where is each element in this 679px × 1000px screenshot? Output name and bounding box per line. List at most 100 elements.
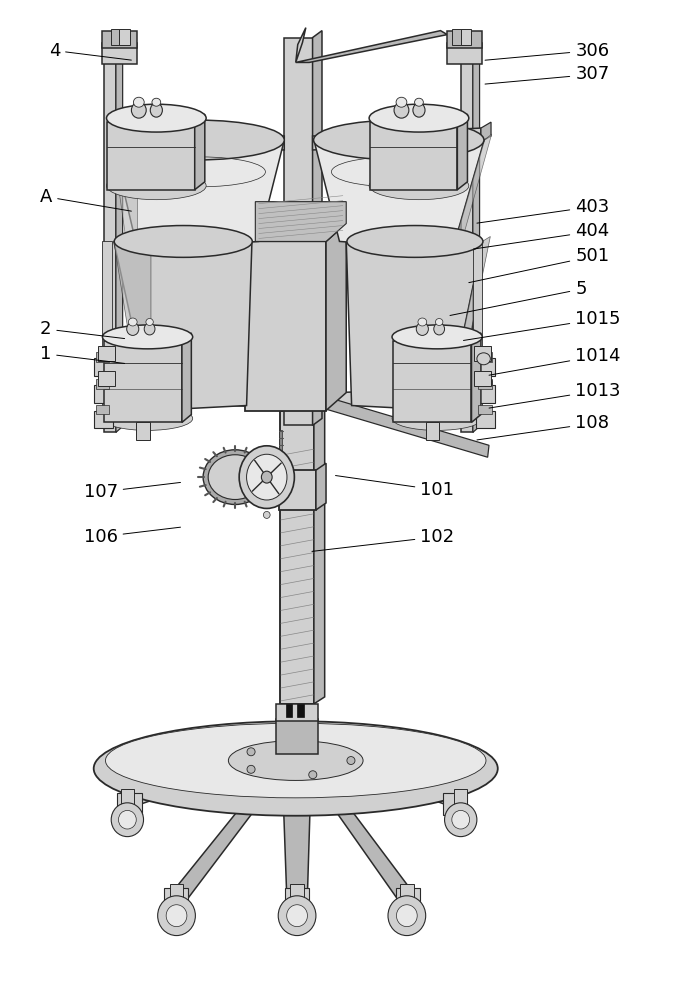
Polygon shape — [400, 884, 414, 906]
Polygon shape — [447, 31, 482, 48]
Ellipse shape — [112, 120, 285, 160]
Bar — [285, 888, 309, 910]
Bar — [94, 411, 113, 428]
Ellipse shape — [415, 98, 423, 106]
Polygon shape — [454, 789, 467, 811]
Bar — [478, 352, 492, 362]
Polygon shape — [471, 333, 481, 422]
Polygon shape — [116, 47, 123, 432]
Polygon shape — [309, 773, 417, 903]
Polygon shape — [112, 140, 137, 249]
Text: 106: 106 — [84, 527, 181, 546]
Bar — [96, 352, 109, 362]
Polygon shape — [114, 241, 252, 410]
Text: 2: 2 — [40, 320, 125, 339]
Polygon shape — [297, 704, 304, 717]
Polygon shape — [481, 122, 491, 142]
Polygon shape — [426, 422, 439, 440]
Polygon shape — [280, 410, 314, 704]
Bar — [94, 358, 113, 376]
Bar — [98, 371, 115, 386]
Ellipse shape — [309, 742, 317, 750]
Polygon shape — [105, 387, 280, 408]
Polygon shape — [316, 759, 461, 806]
Polygon shape — [286, 704, 293, 717]
Bar — [120, 29, 130, 45]
Ellipse shape — [247, 765, 255, 773]
Polygon shape — [121, 789, 134, 811]
Polygon shape — [473, 47, 479, 432]
Ellipse shape — [146, 319, 153, 325]
Text: 501: 501 — [469, 247, 609, 283]
Ellipse shape — [397, 905, 417, 927]
Ellipse shape — [103, 325, 193, 349]
Polygon shape — [112, 140, 285, 249]
Bar — [94, 385, 113, 403]
Polygon shape — [170, 884, 183, 906]
Text: 1013: 1013 — [489, 382, 621, 408]
Bar — [164, 888, 188, 910]
Bar — [452, 29, 465, 45]
Polygon shape — [312, 128, 481, 150]
Ellipse shape — [287, 905, 308, 927]
Ellipse shape — [413, 103, 425, 117]
Ellipse shape — [309, 771, 317, 779]
Text: 5: 5 — [450, 280, 587, 315]
Polygon shape — [326, 224, 346, 410]
Text: 1015: 1015 — [464, 310, 621, 340]
Ellipse shape — [369, 104, 469, 132]
Polygon shape — [104, 341, 182, 422]
Ellipse shape — [132, 102, 146, 118]
Bar — [474, 346, 491, 361]
Polygon shape — [279, 470, 316, 510]
Text: 306: 306 — [485, 42, 609, 60]
Polygon shape — [473, 241, 482, 422]
Polygon shape — [282, 770, 311, 903]
Ellipse shape — [416, 322, 428, 335]
Ellipse shape — [107, 172, 206, 200]
Polygon shape — [104, 52, 116, 432]
Text: 404: 404 — [473, 223, 610, 249]
Ellipse shape — [418, 318, 426, 326]
Polygon shape — [114, 241, 151, 410]
Bar — [111, 29, 124, 45]
Polygon shape — [461, 52, 473, 432]
Ellipse shape — [434, 323, 445, 335]
Ellipse shape — [166, 905, 187, 927]
Ellipse shape — [452, 810, 470, 829]
Bar — [476, 385, 495, 403]
Ellipse shape — [134, 97, 144, 107]
Ellipse shape — [103, 407, 193, 430]
Ellipse shape — [94, 721, 498, 816]
Bar — [476, 358, 495, 376]
Bar — [117, 793, 141, 815]
Ellipse shape — [396, 97, 407, 107]
Polygon shape — [447, 43, 482, 64]
Ellipse shape — [347, 757, 355, 765]
Ellipse shape — [388, 896, 426, 936]
Bar — [98, 346, 115, 361]
Polygon shape — [124, 759, 276, 806]
Text: 108: 108 — [477, 414, 609, 440]
Polygon shape — [312, 31, 322, 425]
Ellipse shape — [246, 454, 287, 500]
Polygon shape — [314, 404, 325, 704]
Polygon shape — [296, 31, 447, 62]
Polygon shape — [276, 719, 318, 754]
Polygon shape — [111, 128, 285, 150]
Bar — [478, 405, 492, 414]
Polygon shape — [291, 884, 304, 906]
Bar — [443, 793, 467, 815]
Polygon shape — [103, 241, 112, 422]
Polygon shape — [255, 202, 346, 241]
Polygon shape — [314, 140, 484, 249]
Text: 403: 403 — [477, 198, 610, 223]
Polygon shape — [107, 122, 195, 190]
Text: 107: 107 — [84, 482, 181, 501]
Ellipse shape — [347, 226, 483, 257]
Ellipse shape — [203, 450, 267, 504]
Ellipse shape — [261, 471, 272, 483]
Ellipse shape — [228, 741, 363, 780]
Text: A: A — [40, 188, 131, 211]
Ellipse shape — [247, 748, 255, 756]
